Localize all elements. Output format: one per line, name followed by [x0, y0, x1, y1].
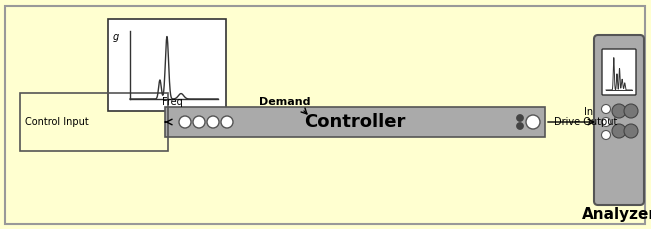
- Text: In: In: [584, 107, 593, 117]
- Circle shape: [179, 116, 191, 128]
- FancyBboxPatch shape: [602, 49, 636, 95]
- Text: Controller: Controller: [304, 113, 406, 131]
- Circle shape: [612, 124, 626, 138]
- Circle shape: [207, 116, 219, 128]
- Circle shape: [624, 104, 638, 118]
- Text: Analyzer: Analyzer: [581, 207, 651, 223]
- Circle shape: [221, 116, 233, 128]
- Circle shape: [612, 104, 626, 118]
- FancyBboxPatch shape: [165, 107, 545, 137]
- Circle shape: [602, 117, 611, 126]
- Circle shape: [602, 131, 611, 139]
- Circle shape: [526, 115, 540, 129]
- Circle shape: [516, 114, 523, 122]
- FancyBboxPatch shape: [594, 35, 644, 205]
- Text: g: g: [113, 32, 119, 42]
- Circle shape: [602, 104, 611, 114]
- Circle shape: [193, 116, 205, 128]
- FancyBboxPatch shape: [5, 6, 645, 224]
- Circle shape: [624, 124, 638, 138]
- Text: Control Input: Control Input: [25, 117, 89, 127]
- Text: Demand: Demand: [259, 97, 311, 107]
- Text: Freq: Freq: [161, 97, 182, 107]
- Circle shape: [516, 123, 523, 130]
- Text: Drive Output: Drive Output: [554, 117, 617, 127]
- FancyBboxPatch shape: [108, 19, 226, 111]
